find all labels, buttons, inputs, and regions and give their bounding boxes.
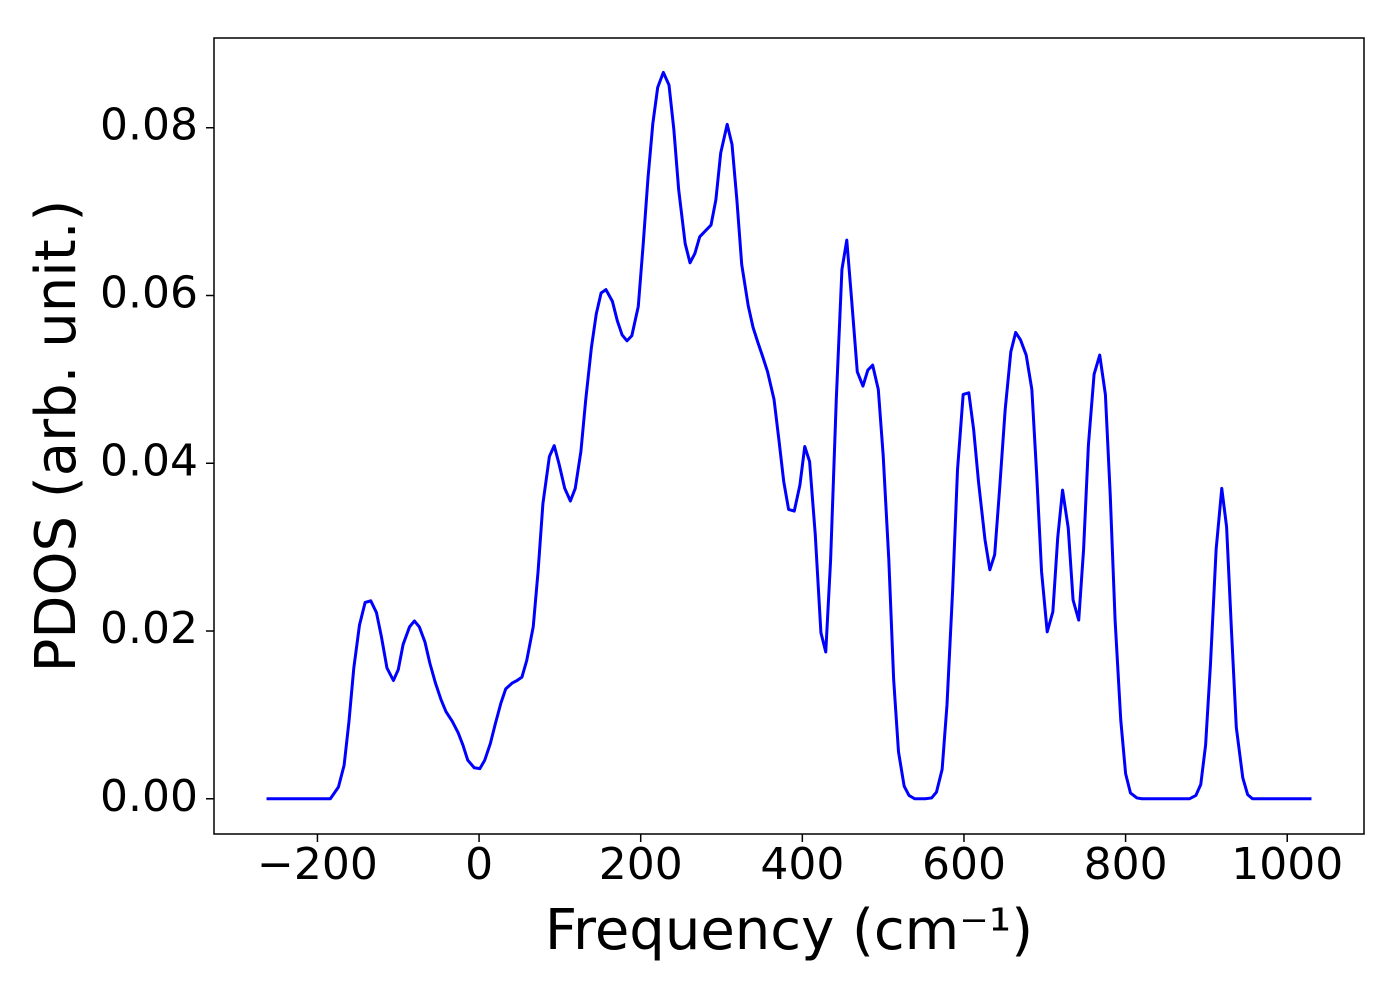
- x-tick-label: 1000: [1231, 839, 1343, 890]
- y-axis-label: PDOS (arb. unit.): [24, 200, 89, 673]
- x-tick-label: 600: [922, 839, 1006, 890]
- data-line: [266, 70, 1312, 801]
- y-tick-label: 0.06: [100, 268, 198, 319]
- x-tick-label: −200: [257, 839, 378, 890]
- y-tick-label: 0.04: [100, 435, 198, 486]
- x-tick-label: 200: [599, 839, 683, 890]
- x-tick-label: 400: [760, 839, 844, 890]
- y-tick-label: 0.08: [100, 100, 198, 151]
- y-tick-label: 0.02: [100, 603, 198, 654]
- plot-frame: [213, 37, 1365, 835]
- y-tick-label: 0.00: [100, 771, 198, 822]
- x-tick-label: 0: [465, 839, 493, 890]
- x-axis-label: Frequency (cm⁻¹): [545, 898, 1033, 963]
- x-tick-label: 800: [1084, 839, 1168, 890]
